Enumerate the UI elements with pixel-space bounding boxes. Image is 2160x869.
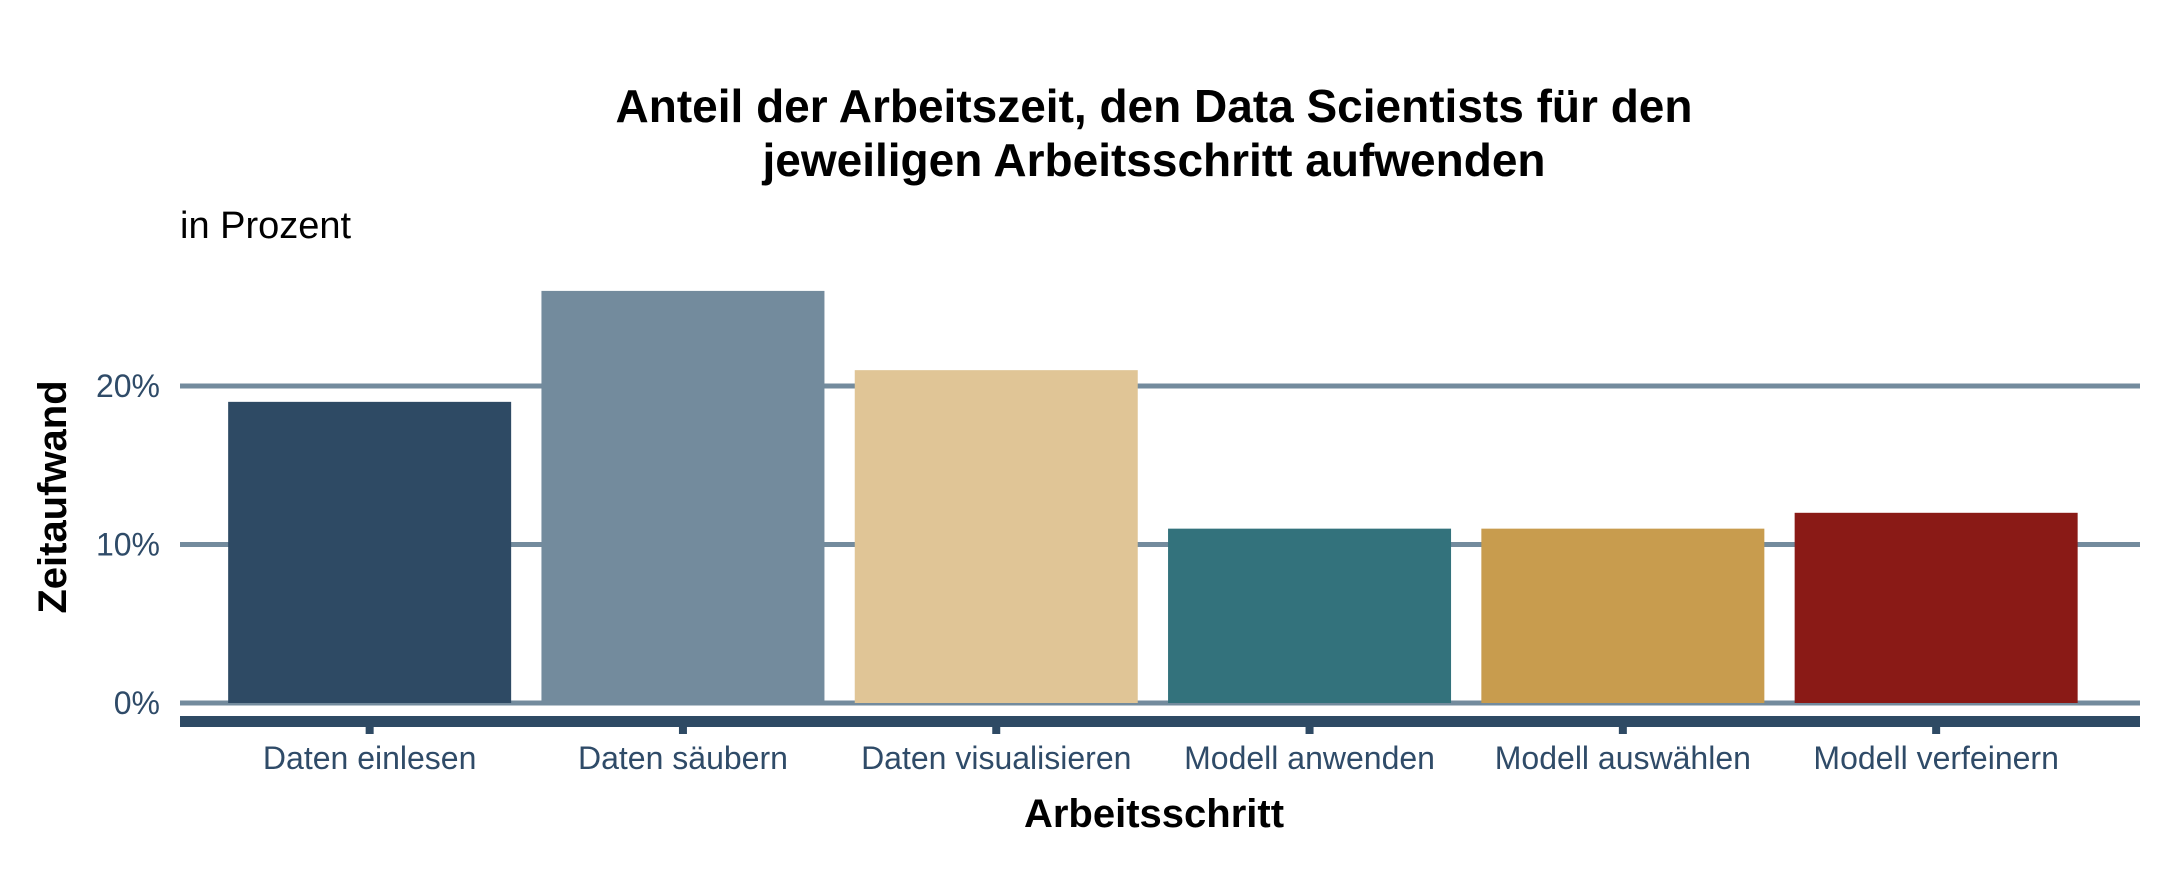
bar-6: [1794, 512, 2078, 703]
x-axis-line: [180, 716, 2140, 727]
y-tick-label: 0%: [114, 685, 160, 721]
chart-title-line-2: jeweiligen Arbeitsschritt aufwenden: [761, 134, 1545, 186]
x-tick-label: Modell auswählen: [1495, 740, 1751, 776]
bar-2: [541, 290, 825, 703]
y-tick-label: 20%: [96, 368, 160, 404]
y-tick-labels: 0% 10% 20%: [96, 368, 160, 721]
y-axis-title: Zeitaufwand: [31, 380, 75, 613]
x-tick-mark: [678, 724, 687, 734]
x-tick-mark: [1618, 724, 1627, 734]
x-axis-title: Arbeitsschritt: [1024, 792, 1284, 836]
bar-5: [1481, 528, 1765, 703]
x-tick-label: Daten einlesen: [263, 740, 476, 776]
x-tick-labels: Daten einlesen Daten säubern Daten visuali…: [263, 740, 2059, 776]
x-tick-mark: [1305, 724, 1314, 734]
x-tick-label: Modell verfeinern: [1813, 740, 2058, 776]
bars: [228, 290, 2078, 703]
y-tick-label: 10%: [96, 527, 160, 563]
chart-title: Anteil der Arbeitszeit, den Data Scienti…: [616, 80, 1693, 186]
x-tick-mark: [365, 724, 374, 734]
x-tick-mark: [992, 724, 1001, 734]
bar-1: [228, 401, 512, 703]
chart-title-line-1: Anteil der Arbeitszeit, den Data Scienti…: [616, 80, 1693, 132]
x-tick-label: Modell anwenden: [1184, 740, 1435, 776]
x-tick-label: Daten visualisieren: [861, 740, 1131, 776]
x-tick-label: Daten säubern: [578, 740, 788, 776]
bar-3: [854, 370, 1138, 703]
bar-4: [1168, 528, 1452, 703]
x-tick-mark: [1932, 724, 1941, 734]
x-axis: [180, 716, 2140, 734]
chart-subtitle: in Prozent: [180, 205, 352, 247]
